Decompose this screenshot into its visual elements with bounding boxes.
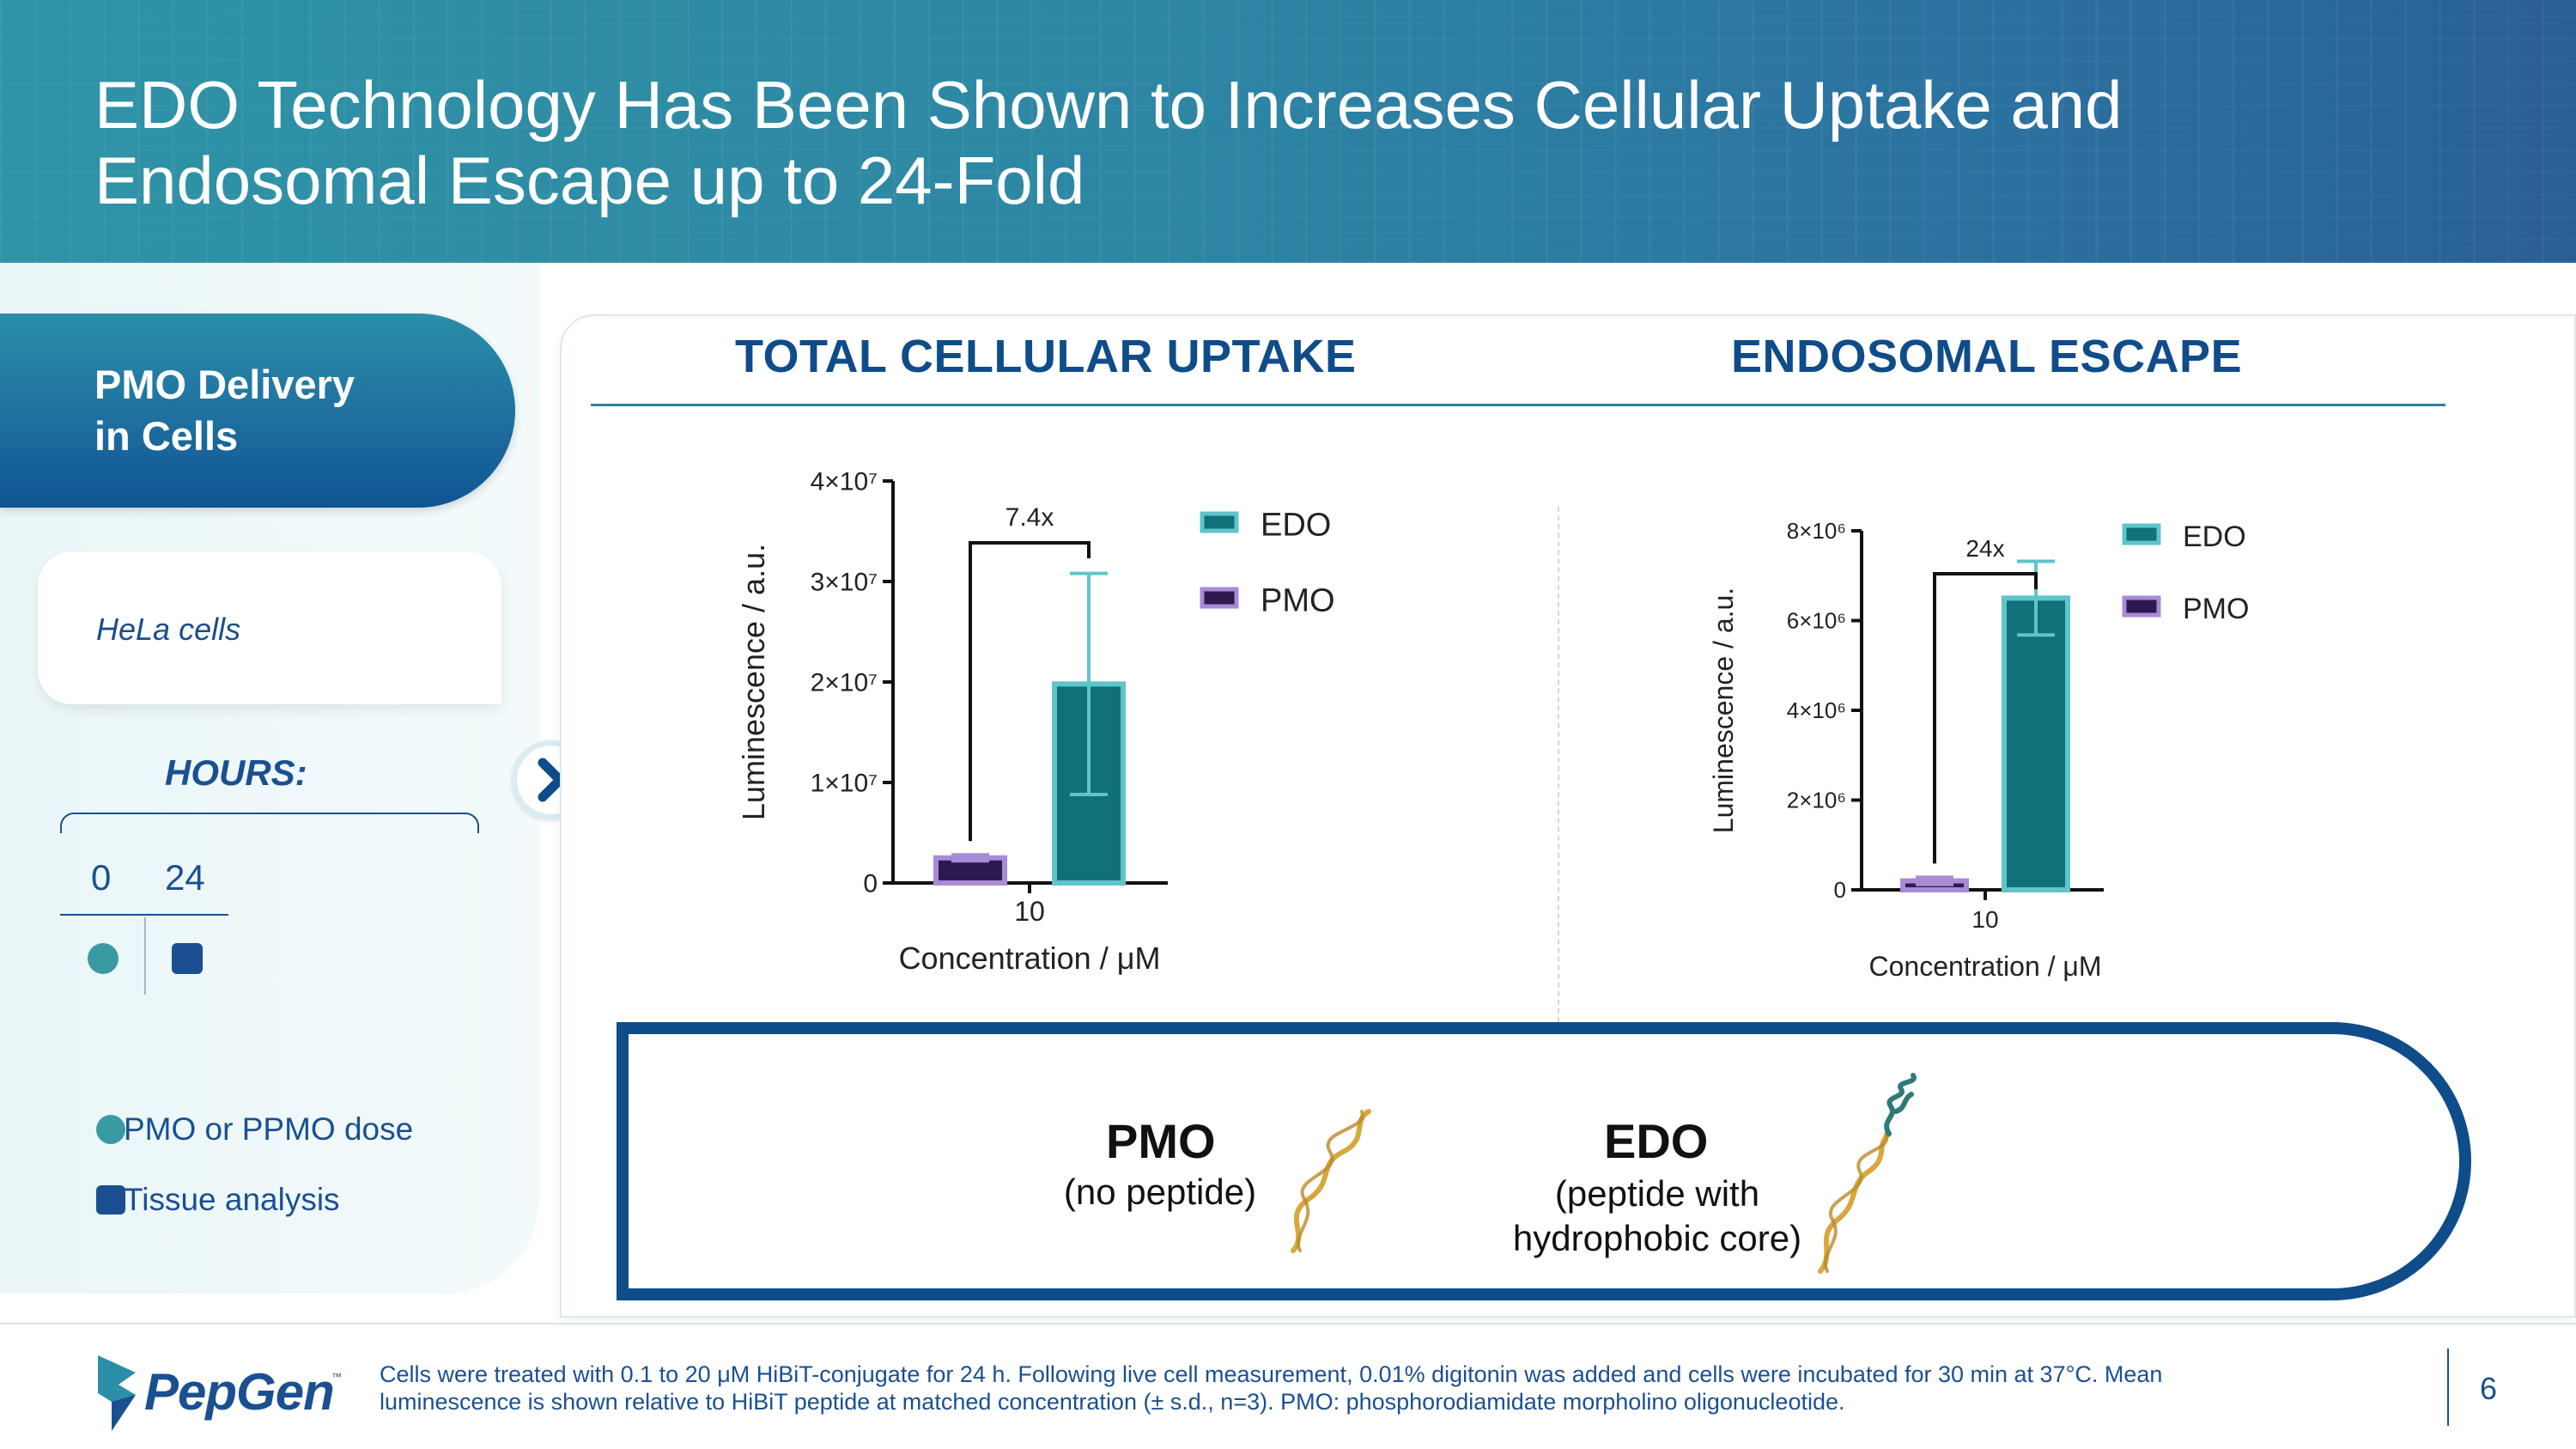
legend-pmo-swatch xyxy=(1200,587,1239,609)
x-tick-label: 10 xyxy=(1014,896,1045,927)
y-tick-label: 0 xyxy=(1834,877,1846,903)
y-tick-label: 4×10⁶ xyxy=(1787,697,1846,723)
uptake-heading: TOTAL CELLULAR UPTAKE xyxy=(735,331,1357,382)
significance-bracket xyxy=(1933,572,2038,864)
uptake-chart: 0 1×10⁷ 2×10⁷ 3×10⁷ 4×10⁷ Luminescence / a.u.… xyxy=(736,468,1335,977)
header-texture xyxy=(0,0,2576,263)
hour-24-label: 24 xyxy=(165,857,205,898)
hours-divider xyxy=(144,917,146,995)
y-tick-label: 2×10⁷ xyxy=(811,669,878,697)
pmo-title: PMO xyxy=(1106,1114,1216,1168)
legend-analysis-icon xyxy=(96,1185,125,1215)
analysis-marker-icon xyxy=(172,943,203,974)
cell-line-card xyxy=(38,551,501,704)
legend-edo-swatch xyxy=(2122,523,2161,545)
legend-pmo-label: PMO xyxy=(1261,583,1335,619)
footer-rule xyxy=(0,1323,2576,1324)
edo-subtitle: (peptide with hydrophobic core) xyxy=(1512,1173,1802,1258)
fold-change-annotation: 7.4x xyxy=(1005,503,1054,532)
legend-edo-label: EDO xyxy=(2183,521,2246,553)
page-number: 6 xyxy=(2480,1371,2498,1406)
hours-timeline xyxy=(60,914,228,916)
y-axis-label: Luminescence / a.u. xyxy=(736,544,771,820)
fold-change-annotation: 24x xyxy=(1965,535,2004,562)
footnote: Cells were treated with 0.1 to 20 μM HiB… xyxy=(380,1361,2163,1415)
y-tick-label: 6×10⁶ xyxy=(1787,608,1846,634)
hour-zero-label: 0 xyxy=(91,857,112,898)
delivery-pill xyxy=(0,314,515,508)
logo-wordmark: PepGen xyxy=(144,1363,335,1421)
legend-analysis-label: Tissue analysis xyxy=(124,1182,340,1217)
pmo-strand-icon xyxy=(1291,1109,1371,1253)
escape-heading: ENDOSOMAL ESCAPE xyxy=(1731,331,2243,382)
legend-edo-swatch xyxy=(1200,511,1239,533)
x-tick-label: 10 xyxy=(1971,906,1998,933)
charts-divider xyxy=(1558,507,1559,1022)
y-tick-label: 2×10⁶ xyxy=(1787,788,1846,813)
edo-bar xyxy=(2002,595,2070,892)
hours-bracket xyxy=(60,813,479,833)
comparison-box xyxy=(617,1022,2471,1300)
y-axis-label: Luminescence / a.u. xyxy=(1708,588,1739,833)
pmo-subtitle: (no peptide) xyxy=(1063,1172,1257,1212)
header-banner xyxy=(0,0,2576,263)
legend-pmo-swatch xyxy=(2122,595,2161,618)
page-number-separator xyxy=(2447,1349,2449,1426)
delivery-pill-label: PMO Delivery in Cells xyxy=(94,362,355,459)
pepgen-logo-icon xyxy=(98,1355,136,1431)
y-tick-label: 8×10⁶ xyxy=(1787,518,1846,544)
logo-trademark: ™ xyxy=(331,1371,342,1383)
legend-dose-icon xyxy=(96,1115,125,1144)
edo-strand-icon xyxy=(1818,1073,1917,1274)
x-axis-label: Concentration / μM xyxy=(1869,951,2102,982)
legend-pmo-label: PMO xyxy=(2183,593,2249,625)
legend-dose-label: PMO or PPMO dose xyxy=(124,1111,414,1147)
slide-title: EDO Technology Has Been Shown to Increas… xyxy=(94,67,2123,218)
y-tick-label: 1×10⁷ xyxy=(811,770,878,798)
y-tick-label: 0 xyxy=(863,870,878,898)
edo-title: EDO xyxy=(1604,1114,1709,1168)
hours-label: HOURS: xyxy=(165,752,307,793)
cell-line-label: HeLa cells xyxy=(96,612,241,647)
dose-marker-icon xyxy=(88,943,118,974)
escape-chart: 0 2×10⁶ 4×10⁶ 6×10⁶ 8×10⁶ Luminescence / a.u.… xyxy=(1708,518,2249,982)
x-axis-label: Concentration / μM xyxy=(899,941,1161,976)
heading-rule xyxy=(591,404,2445,406)
legend-edo-label: EDO xyxy=(1261,508,1331,544)
y-tick-label: 3×10⁷ xyxy=(811,569,878,597)
significance-bracket xyxy=(969,541,1091,842)
y-tick-label: 4×10⁷ xyxy=(811,468,878,496)
